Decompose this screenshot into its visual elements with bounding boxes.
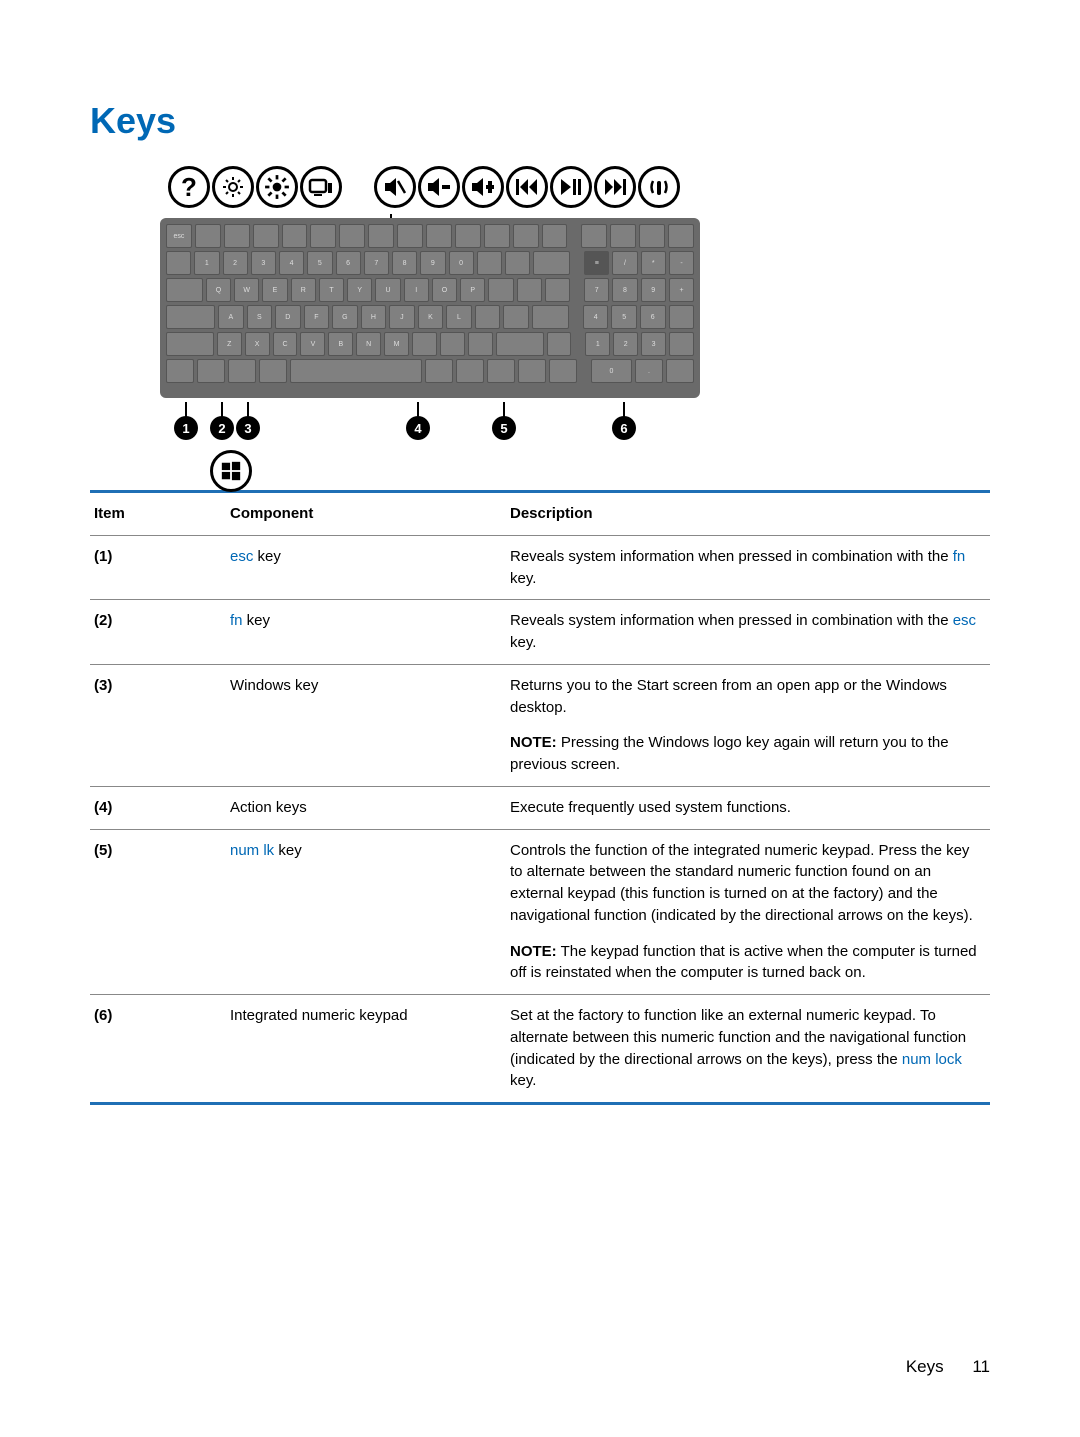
- brightness-up-icon: [256, 166, 298, 208]
- keys-table: Item Component Description (1)esc keyRev…: [90, 490, 990, 1105]
- cell-component: num lk key: [230, 840, 510, 985]
- cell-component: Action keys: [230, 797, 510, 819]
- keyboard-illustration: esc 1234567890≡/*- QWERTYUIOP789+ ASDFGH…: [160, 218, 700, 398]
- switch-screen-icon: [300, 166, 342, 208]
- cell-item: (3): [90, 675, 230, 776]
- mute-icon: [374, 166, 416, 208]
- wireless-icon: [638, 166, 680, 208]
- callout-5: 5: [492, 416, 516, 440]
- brightness-down-icon: [212, 166, 254, 208]
- cell-description: Reveals system information when pressed …: [510, 546, 990, 590]
- cell-component: esc key: [230, 546, 510, 590]
- cell-description: Controls the function of the integrated …: [510, 840, 990, 985]
- cell-component: fn key: [230, 610, 510, 654]
- windows-logo-icon: [210, 450, 252, 492]
- cell-description: Set at the factory to function like an e…: [510, 1005, 990, 1092]
- cell-component: Windows key: [230, 675, 510, 776]
- callout-2: 2: [210, 416, 234, 440]
- cell-description: Execute frequently used system functions…: [510, 797, 990, 819]
- cell-item: (6): [90, 1005, 230, 1092]
- page-title: Keys: [90, 100, 990, 142]
- cell-description: Returns you to the Start screen from an …: [510, 675, 990, 776]
- play-pause-icon: [550, 166, 592, 208]
- header-item: Item: [90, 503, 230, 525]
- table-row: (2)fn keyReveals system information when…: [90, 599, 990, 664]
- footer-page-number: 11: [972, 1357, 990, 1376]
- table-row: (6)Integrated numeric keypadSet at the f…: [90, 994, 990, 1102]
- keys-diagram: ?: [160, 166, 990, 450]
- volume-down-icon: [418, 166, 460, 208]
- page-footer: Keys 11: [906, 1357, 990, 1377]
- callout-3: 3: [236, 416, 260, 440]
- table-row: (1)esc keyReveals system information whe…: [90, 535, 990, 600]
- prev-track-icon: [506, 166, 548, 208]
- next-track-icon: [594, 166, 636, 208]
- header-component: Component: [230, 503, 510, 525]
- cell-description: Reveals system information when pressed …: [510, 610, 990, 654]
- cell-item: (2): [90, 610, 230, 654]
- cell-item: (4): [90, 797, 230, 819]
- callout-6: 6: [612, 416, 636, 440]
- header-description: Description: [510, 503, 990, 525]
- table-row: (4)Action keysExecute frequently used sy…: [90, 786, 990, 829]
- table-row: (5)num lk keyControls the function of th…: [90, 829, 990, 995]
- table-row: (3)Windows keyReturns you to the Start s…: [90, 664, 990, 786]
- cell-item: (5): [90, 840, 230, 985]
- table-header-row: Item Component Description: [90, 493, 990, 535]
- action-key-icons: ?: [168, 166, 990, 208]
- help-icon: ?: [168, 166, 210, 208]
- footer-section-label: Keys: [906, 1357, 944, 1376]
- callout-4: 4: [406, 416, 430, 440]
- cell-component: Integrated numeric keypad: [230, 1005, 510, 1092]
- cell-item: (1): [90, 546, 230, 590]
- volume-up-icon: [462, 166, 504, 208]
- callout-1: 1: [174, 416, 198, 440]
